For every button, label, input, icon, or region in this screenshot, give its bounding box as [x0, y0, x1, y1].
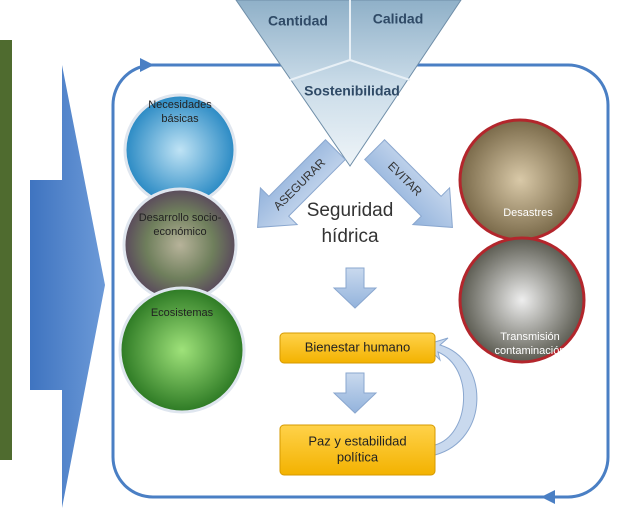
down-arrow — [332, 267, 378, 309]
triangle-label: Calidad — [373, 11, 424, 27]
divider — [349, 59, 411, 81]
circle-label: económico — [153, 226, 206, 238]
photo-circle — [458, 236, 586, 364]
return-arrow — [424, 337, 478, 456]
photo-circle — [118, 286, 246, 414]
circle-label: Transmisión — [500, 331, 560, 343]
circle-label: Desastres — [503, 207, 553, 219]
circle-label: Ecosistemas — [151, 307, 214, 319]
result-box — [279, 332, 436, 364]
photo-circle — [122, 187, 238, 303]
box-label: Paz y estabilidad — [308, 433, 406, 448]
result-box — [279, 424, 436, 476]
frame-arrowhead — [541, 490, 555, 504]
divider — [289, 59, 351, 81]
frame-arrowhead — [140, 58, 154, 72]
box-label: política — [337, 449, 379, 464]
circle-label: contaminación — [495, 345, 566, 357]
down-arrow — [332, 372, 378, 414]
circle-label: básicas — [161, 113, 199, 125]
triangle — [235, 0, 462, 167]
center-title: hídrica — [321, 226, 378, 247]
center-title: Seguridad — [307, 200, 394, 221]
photo-circle — [458, 118, 582, 242]
circle-label: Desarrollo socio- — [139, 212, 222, 224]
triangle-label: Cantidad — [268, 13, 328, 29]
triangle-label: Sostenibilidad — [304, 83, 400, 99]
circle-label: Necesidades — [148, 99, 212, 111]
left-strip — [0, 40, 12, 460]
big-arrow — [30, 65, 105, 508]
box-label: Bienestar humano — [305, 339, 411, 354]
